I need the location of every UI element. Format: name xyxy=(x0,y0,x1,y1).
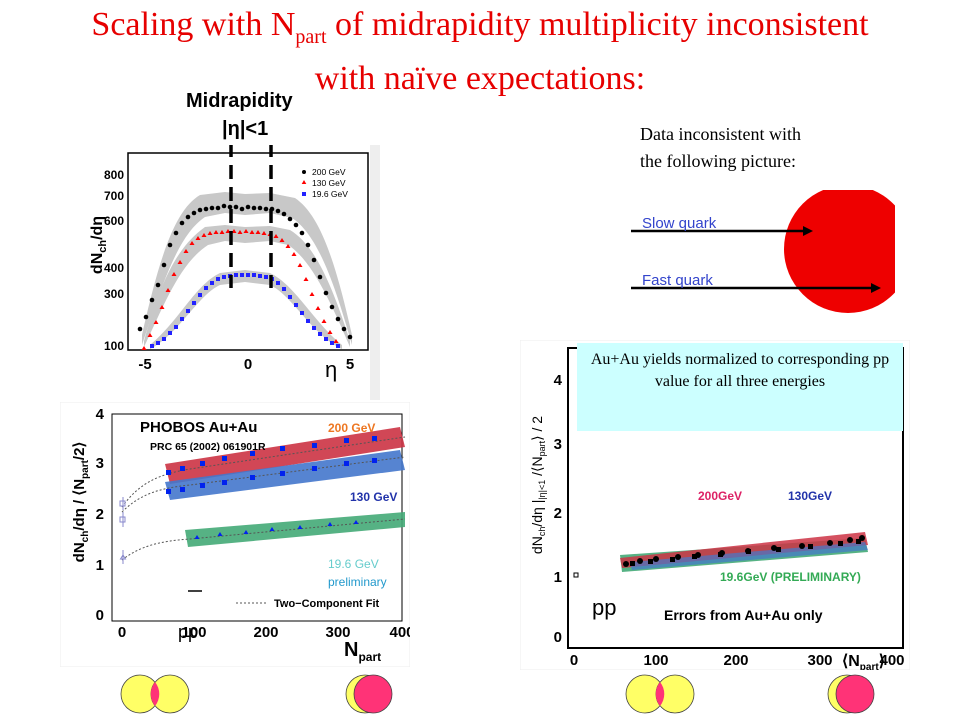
energy-200-label: 200GeV xyxy=(698,489,742,503)
phobos-npart-plot: dNch/dη / ⟨Npart/2⟩ 0 1 2 3 4 0 100 200 … xyxy=(60,402,410,667)
legend-130: 130 GeV xyxy=(312,178,346,188)
xtick: 100 xyxy=(181,624,206,641)
peripheral-collision-icon-right xyxy=(625,674,695,714)
ytick: 4 xyxy=(96,406,105,423)
energy-130-label: 130 GeV xyxy=(350,490,397,504)
ytick: 3 xyxy=(554,436,562,453)
ytick: 1 xyxy=(554,569,562,586)
central-collision-icon-left xyxy=(345,674,393,714)
energy-19-label: 19.6 GeV xyxy=(328,557,379,571)
y-axis-label: dNch/dη ||η|<1 /⟨Npart⟩ / 2 xyxy=(529,416,547,554)
xtick: 300 xyxy=(807,652,832,669)
xtick: 5 xyxy=(346,356,354,373)
xtick: 400 xyxy=(879,652,904,669)
xtick: 300 xyxy=(325,624,350,641)
ytick: 800 xyxy=(104,168,124,182)
x-axis-label: η xyxy=(325,357,337,382)
xtick: 0 xyxy=(244,356,252,373)
xtick: 100 xyxy=(643,652,668,669)
ytick: 3 xyxy=(96,455,104,472)
ytick: 0 xyxy=(554,629,562,646)
energy-200-label: 200 GeV xyxy=(328,421,375,435)
preliminary-label: preliminary xyxy=(328,575,387,589)
eta-distribution-plot: dNch/dη 100 300 400 600 700 800 -5 0 5 η… xyxy=(80,145,380,400)
xtick: 0 xyxy=(570,652,578,669)
ytick: 300 xyxy=(104,287,124,301)
slow-quark-label: Slow quark xyxy=(642,215,717,232)
x-axis-label: ⟨Npart⟩ xyxy=(842,653,885,670)
ytick: 400 xyxy=(104,261,124,275)
energy-19-label: 19.6GeV (PRELIMINARY) xyxy=(720,570,861,584)
y-axis-label: dNch/dη / ⟨Npart/2⟩ xyxy=(71,442,91,563)
central-collision-icon-right xyxy=(827,674,875,714)
fast-quark-label: Fast quark xyxy=(642,272,713,289)
ytick: 4 xyxy=(554,372,563,389)
errors-note: Errors from Au+Au only xyxy=(664,607,823,623)
ytick: 1 xyxy=(96,557,104,574)
xtick: 400 xyxy=(389,624,410,641)
ytick: 2 xyxy=(96,506,104,523)
xtick: 0 xyxy=(118,624,126,641)
slide-title: Scaling with Npart of midrapidity multip… xyxy=(91,6,869,97)
picture-caption: Data inconsistent with the following pict… xyxy=(640,124,801,171)
xtick: 200 xyxy=(723,652,748,669)
xtick: 200 xyxy=(253,624,278,641)
peripheral-collision-icon-left xyxy=(120,674,190,714)
pp-label: pp xyxy=(178,622,198,642)
normalization-note: Au+Au yields normalized to corresponding… xyxy=(577,343,903,431)
ytick: 600 xyxy=(104,214,124,228)
midrapidity-label: Midrapidity xyxy=(186,90,293,112)
pp-label: pp xyxy=(592,595,616,620)
ytick: 2 xyxy=(554,505,562,522)
ytick: 0 xyxy=(96,607,104,624)
xtick: -5 xyxy=(138,356,151,373)
fit-legend: Two−Component Fit xyxy=(274,598,380,610)
y-axis-label: dNch/dη xyxy=(89,216,109,274)
legend-19: 19.6 GeV xyxy=(312,189,348,199)
legend-200: 200 GeV xyxy=(312,167,346,177)
ytick: 700 xyxy=(104,189,124,203)
x-axis-label: Npart xyxy=(344,639,381,664)
energy-130-label: 130GeV xyxy=(788,489,832,503)
quark-picture: Slow quark Fast quark xyxy=(631,190,895,313)
reference-label: PRC 65 (2002) 061901R xyxy=(150,441,266,453)
nucleus xyxy=(784,190,895,313)
ytick: 100 xyxy=(104,339,124,353)
collaboration-label: PHOBOS Au+Au xyxy=(140,419,257,436)
eta-cut-label: |η|<1 xyxy=(222,118,269,140)
